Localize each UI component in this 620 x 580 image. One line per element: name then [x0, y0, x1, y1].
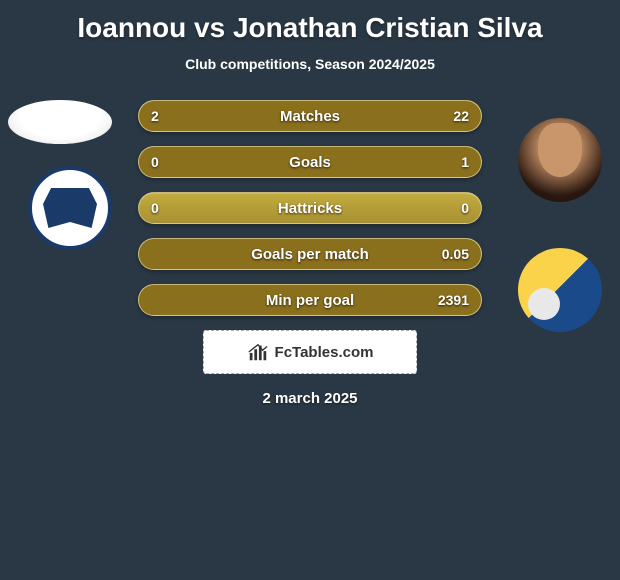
stat-value-right: 2391: [438, 292, 469, 308]
stat-label: Matches: [280, 108, 340, 125]
stat-bar: 0 Goals 1: [138, 146, 482, 178]
player-left-avatar: [8, 100, 112, 144]
stat-bar: Min per goal 2391: [138, 284, 482, 316]
stat-label: Goals per match: [251, 246, 369, 263]
watermark-box: FcTables.com: [203, 330, 417, 374]
stat-bars: 2 Matches 22 0 Goals 1 0 Hattricks 0 Goals per ma…: [138, 100, 482, 316]
club-left-badge-inner: [43, 188, 97, 228]
club-left-badge: [28, 166, 112, 250]
player-right-avatar: [518, 118, 602, 202]
stat-label: Hattricks: [278, 200, 342, 217]
stat-label: Min per goal: [266, 292, 354, 309]
stat-bar: Goals per match 0.05: [138, 238, 482, 270]
stat-bar: 2 Matches 22: [138, 100, 482, 132]
stat-value-right: 1: [461, 154, 469, 170]
chart-icon: [247, 341, 269, 363]
watermark-text: FcTables.com: [275, 344, 374, 361]
stat-bar: 0 Hattricks 0: [138, 192, 482, 224]
comparison-panel: 2 Matches 22 0 Goals 1 0 Hattricks 0 Goals per ma…: [0, 100, 620, 407]
stat-value-right: 0.05: [442, 246, 469, 262]
club-right-badge: [518, 248, 602, 332]
stat-value-right: 0: [461, 200, 469, 216]
date-label: 2 march 2025: [0, 390, 620, 407]
season-subtitle: Club competitions, Season 2024/2025: [0, 56, 620, 72]
stat-value-right: 22: [453, 108, 469, 124]
stat-value-left: 0: [151, 200, 159, 216]
stat-value-left: 0: [151, 154, 159, 170]
page-title: Ioannou vs Jonathan Cristian Silva: [0, 0, 620, 44]
stat-label: Goals: [289, 154, 331, 171]
stat-value-left: 2: [151, 108, 159, 124]
